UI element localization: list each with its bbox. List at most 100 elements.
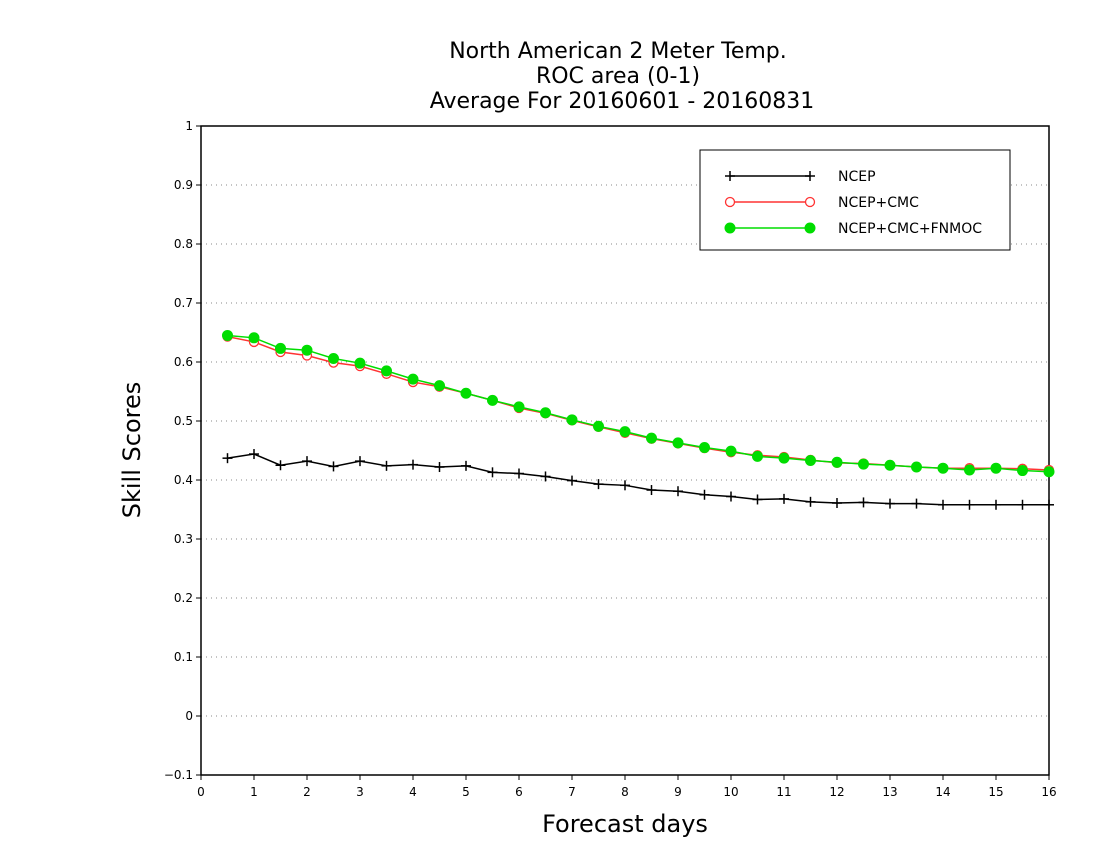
point-ncep-cmc-fnmoc-5 [354,357,366,369]
point-ncep-cmc-fnmoc-21 [778,452,790,464]
point-ncep-cmc-fnmoc-14 [593,420,604,432]
series-line-ncep-cmc-fnmoc [227,334,1050,473]
point-ncep-4 [328,461,339,472]
legend-marker-end-ncep-cmc-fnmoc [804,222,816,234]
point-ncep-3 [302,456,312,467]
point-ncep-23 [832,498,842,509]
x-tick-label-2: 2 [303,785,311,799]
point-ncep-15 [620,480,630,491]
title-line-3: Average For 20160601 - 20160831 [430,89,815,114]
point-ncep-cmc-fnmoc-4 [328,352,339,364]
y-tick-label-1: 0 [185,709,193,723]
legend-marker-start-ncep-cmc [724,196,736,208]
point-ncep-29 [991,499,1001,510]
y-tick-label-8: 0.7 [174,296,193,310]
point-ncep-8 [434,462,445,473]
y-tick-label-10: 0.9 [174,178,193,192]
legend-item-ncep-cmc: NCEP+CMC [724,195,919,211]
point-ncep-cmc-fnmoc-15 [619,426,631,438]
point-ncep-30 [1017,499,1028,510]
x-tick-label-0: 0 [197,785,205,799]
x-tick-label-15: 15 [988,785,1003,799]
y-tick-label-2: 0.1 [174,650,193,664]
point-ncep-cmc-fnmoc-1 [248,332,260,344]
y-tick-label-5: 0.4 [174,473,193,487]
x-tick-label-13: 13 [882,785,897,799]
x-axis-label: Forecast days [542,810,708,838]
point-ncep-6 [381,460,392,471]
point-ncep-2 [275,460,286,471]
point-ncep-cmc-fnmoc-17 [672,437,684,449]
legend-marker-end-ncep-cmc [804,196,816,208]
y-tick-label-4: 0.3 [174,532,193,546]
point-ncep-19 [726,491,736,502]
point-ncep-cmc-fnmoc-16 [646,432,657,444]
y-axis: −0.1 0 0.1 0.2 0.3 0.4 0.5 0.6 0.7 0.8 0.9 1 [164,119,201,782]
point-ncep-cmc-fnmoc-11 [513,401,525,413]
y-tick-label-11: 1 [185,119,193,133]
point-ncep-cmc-fnmoc-13 [566,414,578,426]
legend-box [699,149,1011,251]
x-tick-label-5: 5 [462,785,470,799]
y-tick-label-6: 0.5 [174,414,193,428]
legend-item-ncep-cmc-fnmoc: NCEP+CMC+FNMOC [724,221,982,237]
y-tick-label-9: 0.8 [174,237,193,251]
point-ncep-cmc-fnmoc-20 [752,450,763,462]
point-ncep-cmc-fnmoc-8 [434,380,445,392]
title-line-2: ROC area (0-1) [536,64,700,89]
point-ncep-cmc-fnmoc-29 [990,462,1002,474]
x-tick-label-1: 1 [250,785,258,799]
legend-label-ncep: NCEP [838,169,876,185]
legend-label-ncep-cmc: NCEP+CMC [838,195,919,211]
point-ncep-12 [540,471,551,482]
point-ncep-27 [938,499,948,510]
point-ncep-cmc-fnmoc-22 [805,455,816,467]
x-tick-label-4: 4 [409,785,417,799]
legend-item-ncep: NCEP [725,169,876,185]
point-ncep-cmc-fnmoc-9 [460,387,472,399]
x-axis: 0 1 2 3 4 5 6 7 8 9 10 11 12 13 14 15 16 [197,775,1057,799]
point-ncep-cmc-fnmoc-31 [1043,466,1055,478]
point-ncep-18 [699,489,710,500]
series-line-ncep [227,453,1049,506]
point-ncep-16 [646,485,657,496]
point-ncep-7 [408,459,418,470]
x-tick-label-14: 14 [935,785,950,799]
point-ncep-31 [1044,499,1054,510]
point-ncep-26 [911,498,922,509]
series-ncep-cmc [222,331,1055,476]
point-ncep-cmc-fnmoc-6 [381,365,392,377]
point-ncep-17 [673,486,683,497]
point-ncep-cmc-fnmoc-19 [725,445,737,457]
legend: NCEP NCEP+CMC NCEP+CMC+FNMOC [699,149,1011,251]
point-ncep-21 [779,493,789,504]
point-ncep-cmc-fnmoc-10 [487,394,498,406]
point-ncep-cmc-fnmoc-0 [222,329,233,341]
point-ncep-cmc-fnmoc-18 [699,442,710,454]
x-tick-label-12: 12 [829,785,844,799]
point-ncep-cmc-fnmoc-12 [540,407,551,419]
x-tick-label-3: 3 [356,785,364,799]
point-ncep-cmc-fnmoc-27 [937,462,949,474]
legend-marker-start-ncep [725,171,735,181]
point-ncep-cmc-fnmoc-24 [858,458,869,470]
point-ncep-cmc-fnmoc-25 [884,459,896,471]
title-line-1: North American 2 Meter Temp. [449,39,787,64]
point-ncep-9 [461,460,471,471]
chart-title: North American 2 Meter Temp. ROC area (0… [430,39,815,114]
point-ncep-24 [858,497,869,508]
y-tick-label-0: −0.1 [164,768,193,782]
legend-label-ncep-cmc-fnmoc: NCEP+CMC+FNMOC [838,221,982,237]
x-tick-label-7: 7 [568,785,576,799]
legend-marker-end-ncep [805,171,815,181]
point-ncep-22 [805,496,816,507]
y-axis-label: Skill Scores [118,382,146,519]
point-ncep-cmc-fnmoc-23 [831,456,843,468]
series-line-ncep-cmc [227,335,1050,471]
x-tick-label-10: 10 [723,785,738,799]
x-tick-label-9: 9 [674,785,682,799]
point-ncep-25 [885,498,895,509]
point-ncep-cmc-fnmoc-7 [407,373,419,385]
point-ncep-13 [567,475,577,486]
